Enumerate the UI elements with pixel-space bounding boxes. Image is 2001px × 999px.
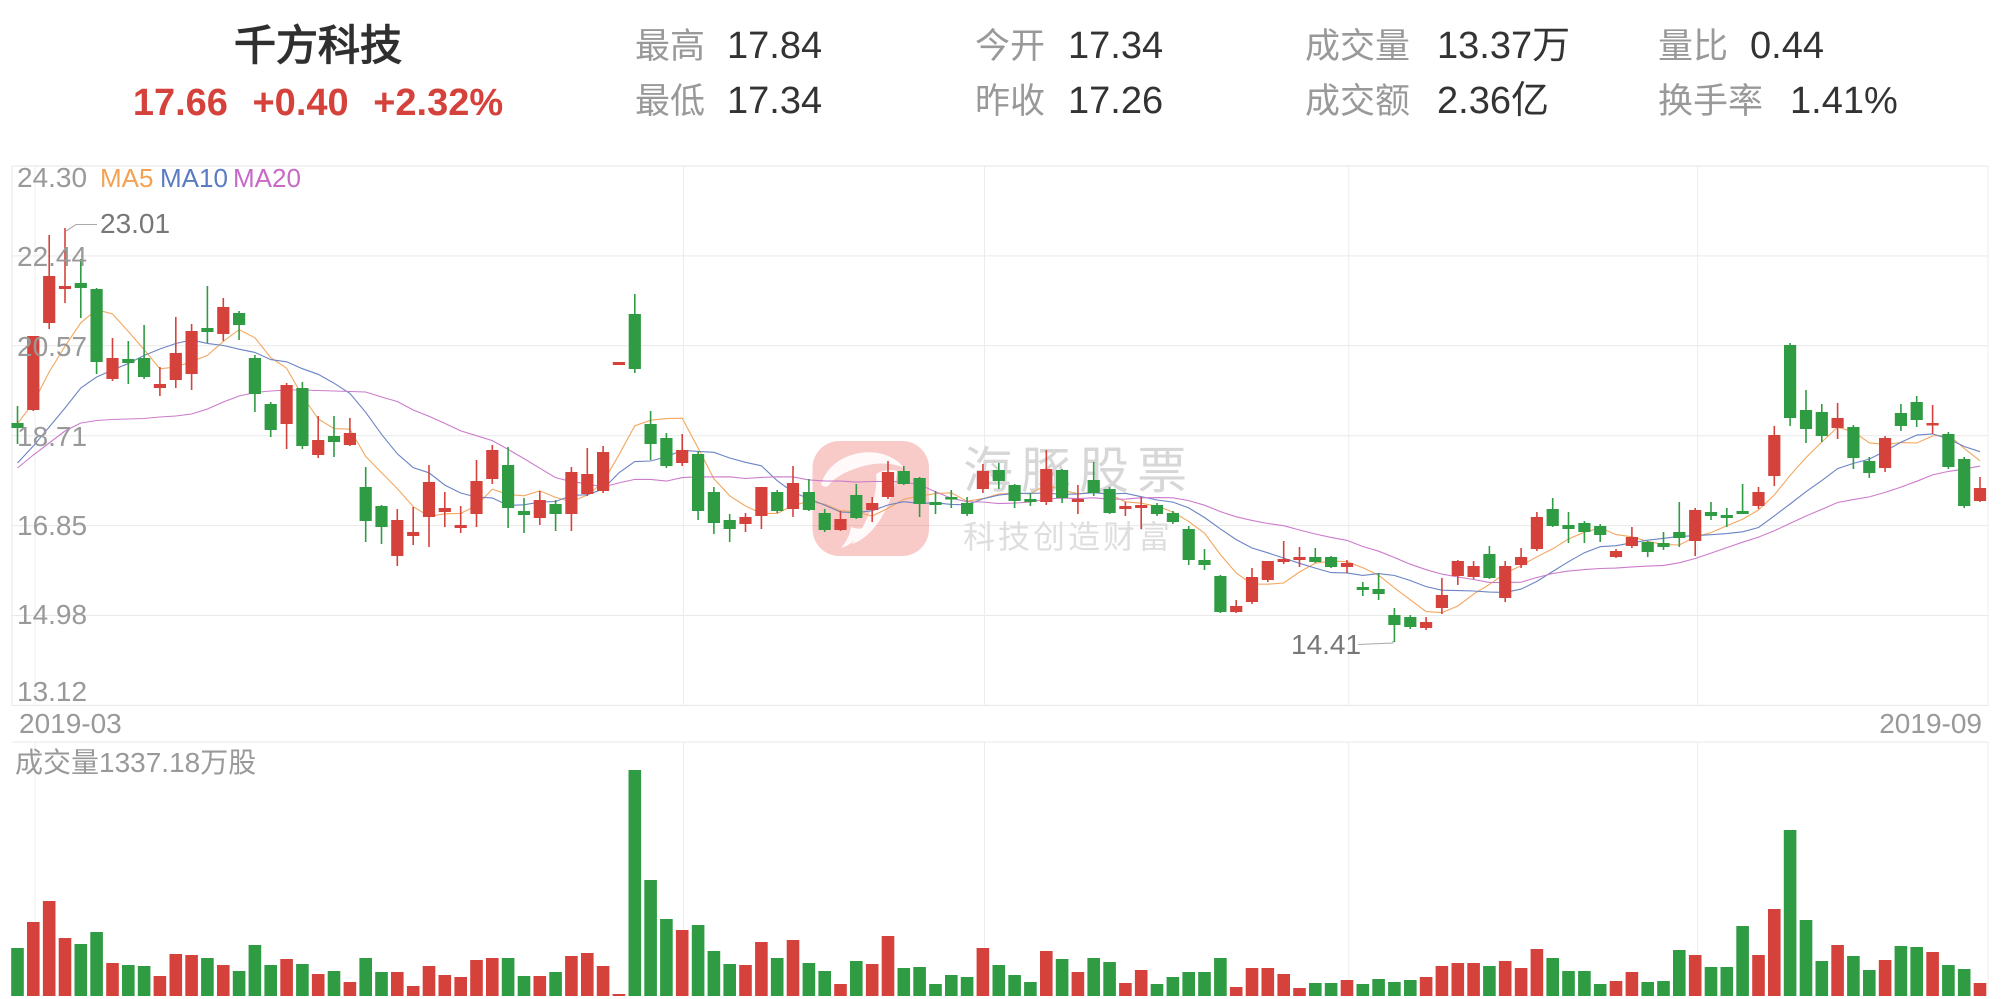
- svg-text:成交额: 成交额: [1305, 82, 1410, 121]
- svg-text:17.34: 17.34: [727, 80, 822, 122]
- svg-text:最高: 最高: [635, 27, 705, 66]
- svg-text:18.71: 18.71: [17, 421, 87, 452]
- svg-text:13.12: 13.12: [17, 676, 87, 707]
- svg-text:MA10: MA10: [160, 163, 228, 193]
- svg-text:14.41: 14.41: [1291, 629, 1361, 660]
- svg-text:MA20: MA20: [233, 163, 301, 193]
- svg-text:昨收: 昨收: [975, 82, 1045, 121]
- svg-text:14.98: 14.98: [17, 599, 87, 630]
- svg-text:最低: 最低: [635, 82, 705, 121]
- svg-text:2019-03: 2019-03: [19, 708, 122, 739]
- svg-text:17.66 +0.40 +2.32%: 17.66 +0.40 +2.32%: [133, 82, 503, 124]
- svg-text:13.37万: 13.37万: [1437, 25, 1570, 67]
- svg-text:1.41%: 1.41%: [1790, 80, 1898, 122]
- svg-text:科技创造财富: 科技创造财富: [963, 519, 1173, 555]
- svg-text:17.84: 17.84: [727, 25, 822, 67]
- svg-text:换手率: 换手率: [1658, 82, 1763, 121]
- svg-text:2.36亿: 2.36亿: [1437, 80, 1549, 122]
- svg-text:2019-09: 2019-09: [1879, 708, 1982, 739]
- svg-text:MA5: MA5: [100, 163, 153, 193]
- svg-text:16.85: 16.85: [17, 510, 87, 541]
- svg-text:23.01: 23.01: [100, 208, 170, 239]
- svg-text:24.30: 24.30: [17, 162, 87, 193]
- svg-text:千方科技: 千方科技: [234, 22, 402, 69]
- svg-text:成交量1337.18万股: 成交量1337.18万股: [15, 747, 256, 778]
- svg-text:量比: 量比: [1658, 27, 1728, 66]
- svg-text:今开: 今开: [975, 27, 1045, 66]
- svg-text:成交量: 成交量: [1305, 27, 1410, 66]
- svg-text:17.26: 17.26: [1068, 80, 1163, 122]
- svg-text:20.57: 20.57: [17, 331, 87, 362]
- svg-text:0.44: 0.44: [1750, 25, 1824, 67]
- svg-text:17.34: 17.34: [1068, 25, 1163, 67]
- svg-text:22.44: 22.44: [17, 241, 87, 272]
